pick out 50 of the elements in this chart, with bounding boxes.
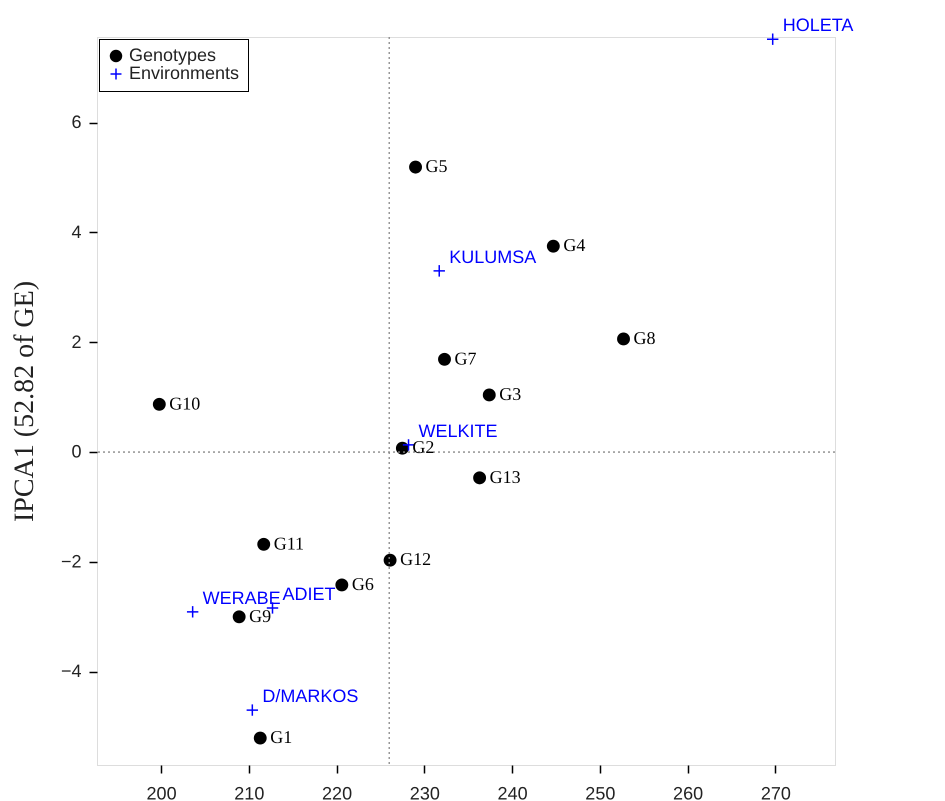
x-tick-label: 260 bbox=[673, 784, 704, 801]
x-tick-label: 240 bbox=[498, 784, 528, 801]
data-label: KULUMSA bbox=[449, 246, 536, 267]
data-label: G13 bbox=[490, 466, 521, 487]
point bbox=[546, 240, 560, 253]
point bbox=[254, 732, 267, 745]
point bbox=[335, 578, 348, 592]
point bbox=[186, 605, 200, 618]
data-label: G5 bbox=[426, 156, 448, 176]
x-tick-label: 250 bbox=[585, 784, 616, 801]
data-label: G8 bbox=[634, 328, 656, 348]
y-tick-label: 0 bbox=[71, 442, 82, 462]
data-label: D/MARKOS bbox=[262, 686, 358, 706]
data-label: G10 bbox=[169, 393, 200, 414]
x-tick-label: 210 bbox=[234, 784, 264, 801]
data-label: G4 bbox=[563, 235, 586, 256]
point bbox=[152, 398, 166, 411]
data-label: G1 bbox=[270, 727, 292, 748]
x-tick-label: 270 bbox=[760, 784, 791, 801]
point bbox=[257, 538, 270, 551]
point bbox=[232, 610, 246, 624]
x-tick-label: 230 bbox=[410, 784, 440, 801]
data-label: G12 bbox=[400, 549, 432, 570]
y-tick-label: −2 bbox=[60, 551, 82, 572]
data-label: G3 bbox=[499, 384, 522, 404]
point bbox=[384, 554, 397, 567]
y-tick-label: 4 bbox=[71, 222, 82, 242]
x-tick-label: 220 bbox=[322, 784, 352, 801]
data-label: G7 bbox=[454, 348, 476, 368]
point bbox=[473, 471, 486, 484]
y-tick-label: −4 bbox=[60, 661, 82, 682]
point bbox=[409, 160, 422, 174]
point bbox=[246, 704, 259, 717]
point bbox=[432, 264, 446, 278]
y-axis-title: IPCA1 (52.82 of GE) bbox=[8, 280, 40, 522]
data-label: WERABE bbox=[202, 588, 281, 608]
data-label: G6 bbox=[352, 574, 374, 594]
point bbox=[438, 352, 451, 366]
legend-label: Genotypes bbox=[129, 45, 216, 65]
y-tick-label: 6 bbox=[71, 112, 82, 132]
data-label: ADIET bbox=[282, 584, 336, 604]
point bbox=[482, 388, 496, 402]
point bbox=[617, 332, 630, 346]
point bbox=[766, 32, 780, 46]
x-tick-label: 200 bbox=[146, 784, 177, 801]
y-tick-label: 2 bbox=[71, 332, 82, 352]
data-label: G9 bbox=[249, 606, 272, 626]
point bbox=[396, 442, 409, 455]
data-label: G11 bbox=[274, 533, 304, 554]
data-label: HOLETA bbox=[782, 15, 854, 36]
